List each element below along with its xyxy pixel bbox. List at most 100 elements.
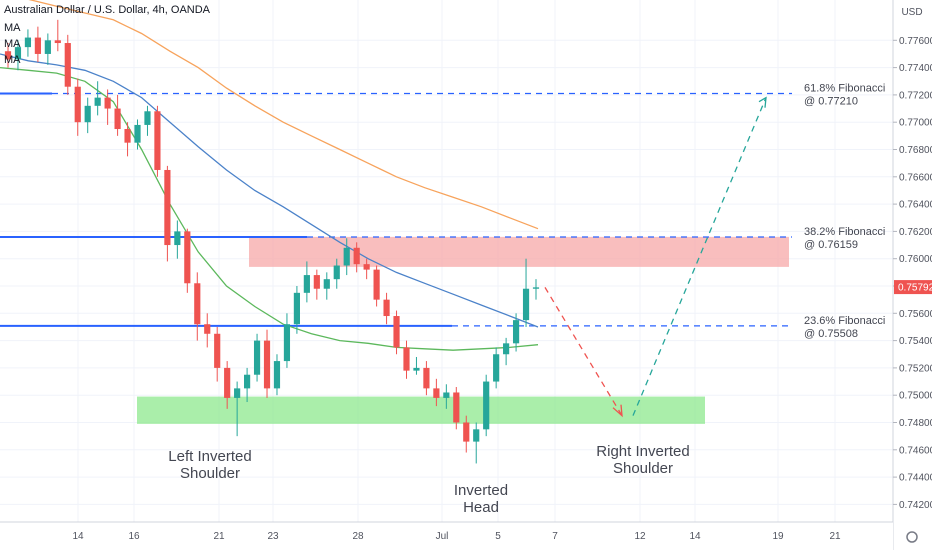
y-tick-label-3: 0.77000 <box>899 118 932 129</box>
fib-value-label-1: @ 0.76159 <box>804 239 858 251</box>
candle-body-39 <box>393 316 400 348</box>
candle-body-2 <box>24 37 32 48</box>
candle-body-33 <box>333 265 340 280</box>
annotation-0-line-0: Left Inverted <box>168 448 251 465</box>
candle-body-4 <box>44 40 51 54</box>
y-tick-label-14: 0.74800 <box>899 418 932 429</box>
y-tick-label-1: 0.77400 <box>899 63 932 74</box>
projection-down-arrowhead <box>612 404 623 418</box>
candle-body-41 <box>413 367 420 371</box>
candle-body-1 <box>14 47 22 60</box>
candle-body-19 <box>194 283 201 325</box>
y-tick-label-8: 0.76000 <box>899 254 932 265</box>
candle-body-40 <box>403 347 410 371</box>
y-tick-label-15: 0.74600 <box>899 445 932 456</box>
candle-body-7 <box>74 86 81 123</box>
annotation-1-line-1: Head <box>463 499 499 516</box>
candle-body-49 <box>493 354 500 382</box>
y-tick-label-16: 0.74400 <box>899 473 932 484</box>
y-tick-label-12: 0.75200 <box>899 363 932 374</box>
y-tick-label-10: 0.75600 <box>899 309 932 320</box>
candle-body-29 <box>293 292 300 325</box>
price-axis-bg <box>893 0 932 550</box>
y-tick-label-4: 0.76800 <box>899 145 932 156</box>
last-price-label: 0.75792 <box>898 283 932 294</box>
candle-body-36 <box>363 264 370 270</box>
candle-body-30 <box>303 275 310 293</box>
candle-body-20 <box>204 324 211 334</box>
y-tick-label-6: 0.76400 <box>899 200 932 211</box>
fib-label-1: 38.2% Fibonacci <box>804 226 885 238</box>
support-zone <box>137 396 705 424</box>
projection-down-arrow <box>544 287 623 417</box>
fib-label-2: 23.6% Fibonacci <box>804 315 885 327</box>
candle-body-53 <box>532 287 540 289</box>
candle-body-0 <box>4 51 12 60</box>
y-tick-label-17: 0.74200 <box>899 500 932 511</box>
candle-body-10 <box>104 97 111 109</box>
x-tick-label-3: 23 <box>267 531 279 542</box>
x-tick-label-10: 19 <box>772 531 784 542</box>
y-tick-label-0: 0.77600 <box>899 36 932 47</box>
candle-body-23 <box>234 388 241 398</box>
candle-body-16 <box>164 169 171 246</box>
x-tick-label-1: 16 <box>128 531 140 542</box>
annotation-0-line-1: Shoulder <box>180 465 240 482</box>
candle-body-51 <box>512 320 520 344</box>
annotation-1-line-0: Inverted <box>454 482 508 499</box>
candle-body-21 <box>214 333 221 368</box>
x-tick-label-6: 5 <box>495 531 501 542</box>
candle-body-28 <box>283 324 291 362</box>
candle-body-15 <box>154 111 161 170</box>
annotation-2-line-1: Shoulder <box>613 460 673 477</box>
y-tick-label-13: 0.75000 <box>899 391 932 402</box>
currency-label: USD <box>901 7 922 18</box>
candle-body-9 <box>94 97 101 106</box>
candle-body-42 <box>423 367 430 389</box>
candle-body-22 <box>224 367 231 398</box>
candle-body-46 <box>463 422 470 442</box>
last-price-badge <box>894 280 932 295</box>
candle-body-26 <box>263 340 271 389</box>
resistance-zone <box>249 236 789 267</box>
x-tick-label-5: Jul <box>436 531 449 542</box>
candle-body-47 <box>473 429 480 442</box>
ma-orange-line <box>28 0 539 230</box>
candle-body-24 <box>244 374 251 389</box>
x-tick-label-9: 14 <box>689 531 701 542</box>
fib-label-0: 61.8% Fibonacci <box>804 83 885 95</box>
candle-body-6 <box>64 43 71 87</box>
fib-value-label-0: @ 0.77210 <box>804 96 858 108</box>
ma-label-1: MA <box>4 22 21 34</box>
candle-body-34 <box>343 247 350 266</box>
ma-blue-line <box>0 53 539 328</box>
candle-body-17 <box>174 231 181 246</box>
candle-body-35 <box>353 247 360 265</box>
x-tick-label-11: 21 <box>829 531 841 542</box>
candle-body-14 <box>144 111 151 125</box>
ma-label-3: MA <box>4 54 21 66</box>
annotation-2-line-0: Right Inverted <box>596 443 689 460</box>
candle-body-31 <box>313 275 320 289</box>
y-tick-label-11: 0.75400 <box>899 336 932 347</box>
candle-body-37 <box>373 269 380 300</box>
projection-up-arrow <box>632 97 767 416</box>
candle-body-12 <box>124 129 131 143</box>
x-tick-label-0: 14 <box>72 531 84 542</box>
time-axis-bg <box>0 522 893 550</box>
ma-green-line <box>0 66 539 351</box>
candle-body-18 <box>184 231 191 284</box>
candle-body-52 <box>522 288 530 321</box>
candle-body-43 <box>433 388 440 398</box>
y-tick-label-5: 0.76600 <box>899 172 932 183</box>
y-tick-label-7: 0.76200 <box>899 227 932 238</box>
chart-title: Australian Dollar / U.S. Dollar, 4h, OAN… <box>4 4 211 16</box>
candle-body-11 <box>114 108 121 130</box>
candle-body-38 <box>383 299 390 317</box>
candle-body-25 <box>253 340 261 375</box>
x-tick-label-7: 7 <box>552 531 558 542</box>
ma-label-2: MA <box>4 38 21 50</box>
candle-body-8 <box>84 105 91 123</box>
